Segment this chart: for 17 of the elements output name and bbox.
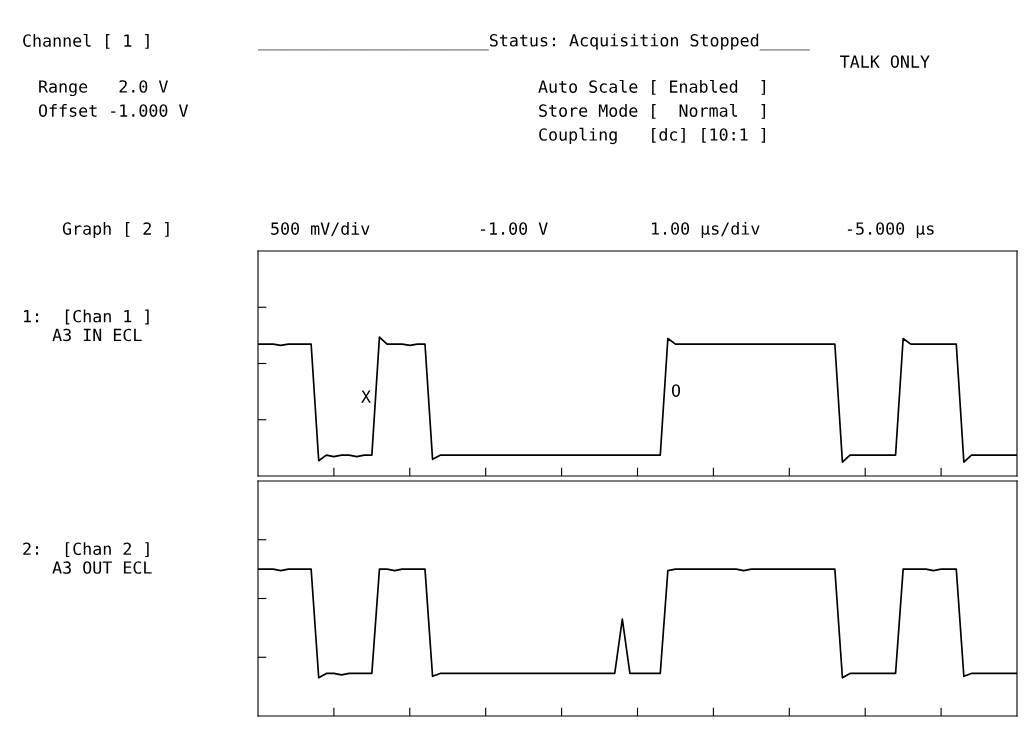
text: -5.000 µs <box>847 222 934 239</box>
text: Coupling [dc] [10:1 ] <box>539 127 766 145</box>
text: Auto Scale [ Enabled ] <box>538 79 766 95</box>
text: -1.00 V <box>480 222 548 235</box>
text: TALK ONLY <box>840 55 930 68</box>
annotation: X <box>361 390 371 403</box>
text: Offset -1.000 V <box>38 103 189 117</box>
annotation: O <box>671 384 681 397</box>
text: _______________________Status: Acquisition Stopped_____ <box>258 33 810 51</box>
text: 500 mV/div <box>271 221 370 237</box>
text: Channel [ 1 ] <box>23 33 149 49</box>
text: Store Mode [ Normal ] <box>539 103 766 119</box>
text: Range 2.0 V <box>39 80 168 97</box>
y-axis-title: 1: [Chan 1 ] A3 IN ECL <box>24 309 149 342</box>
text: Graph [ 2 ] <box>62 221 169 239</box>
text: 1.00 µs/div <box>652 221 760 239</box>
y-axis-title: 2: [Chan 2 ] A3 OUT ECL <box>23 542 152 574</box>
